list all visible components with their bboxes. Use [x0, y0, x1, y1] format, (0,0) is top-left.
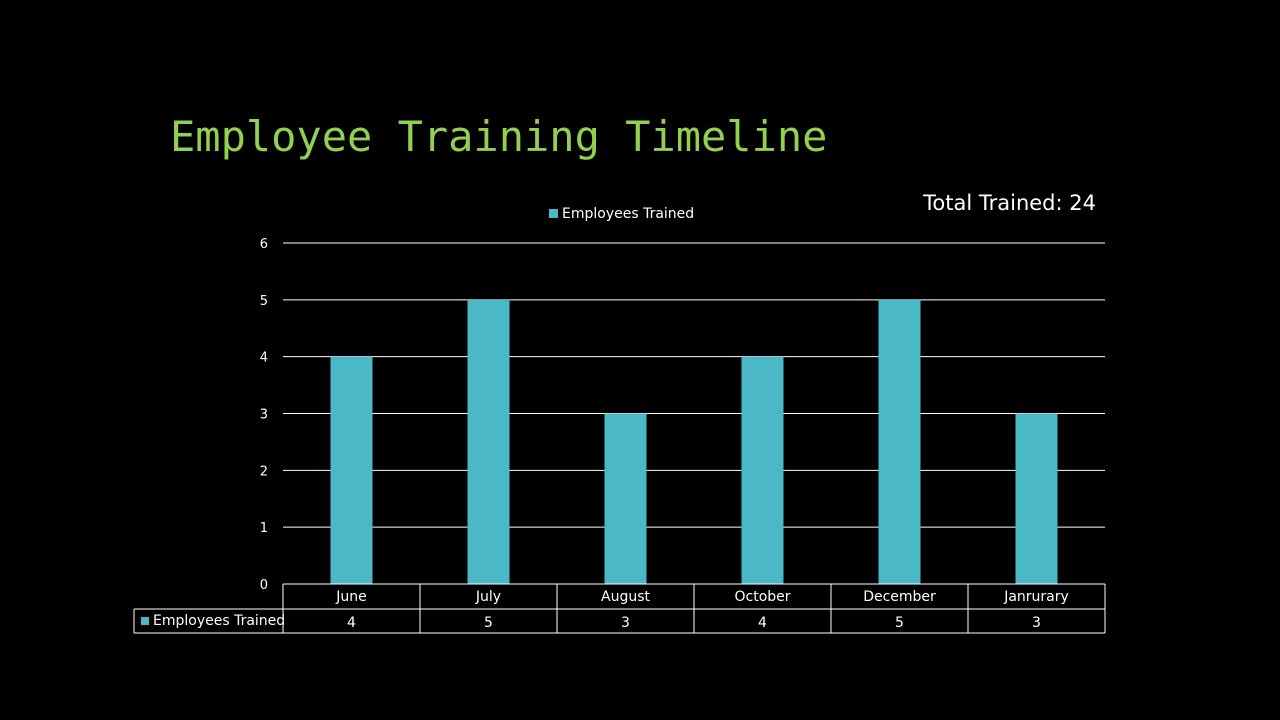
bar-december	[878, 299, 921, 584]
slide-title: Employee Training Timeline	[170, 112, 828, 161]
y-tick-label: 4	[260, 351, 268, 366]
bar-janrurary	[1015, 413, 1058, 584]
legend-swatch	[549, 209, 558, 218]
y-tick-label: 0	[260, 578, 268, 593]
bar-july	[467, 299, 510, 584]
table-value: 4	[758, 615, 767, 631]
table-value: 5	[895, 615, 904, 631]
x-category-label: August	[601, 589, 651, 605]
table-row-header: Employees Trained	[153, 613, 285, 629]
y-tick-label: 3	[260, 408, 268, 423]
x-category-label: Janrurary	[1003, 589, 1069, 605]
bar-august	[604, 413, 647, 584]
y-tick-label: 6	[260, 237, 268, 252]
x-category-label: December	[863, 589, 936, 605]
bar-october	[741, 356, 784, 584]
table-value: 5	[484, 615, 493, 631]
table-value: 4	[347, 615, 356, 631]
y-tick-label: 1	[260, 521, 268, 536]
table-value: 3	[1032, 615, 1041, 631]
x-category-label: October	[734, 589, 790, 605]
legend-label: Employees Trained	[562, 206, 694, 222]
y-tick-label: 2	[260, 464, 268, 479]
x-category-label: June	[335, 589, 367, 605]
table-legend-swatch	[141, 617, 149, 625]
total-trained-label: Total Trained: 24	[923, 191, 1096, 215]
bar-june	[330, 356, 373, 584]
y-tick-label: 5	[260, 294, 268, 309]
table-value: 3	[621, 615, 630, 631]
x-category-label: July	[475, 589, 501, 605]
